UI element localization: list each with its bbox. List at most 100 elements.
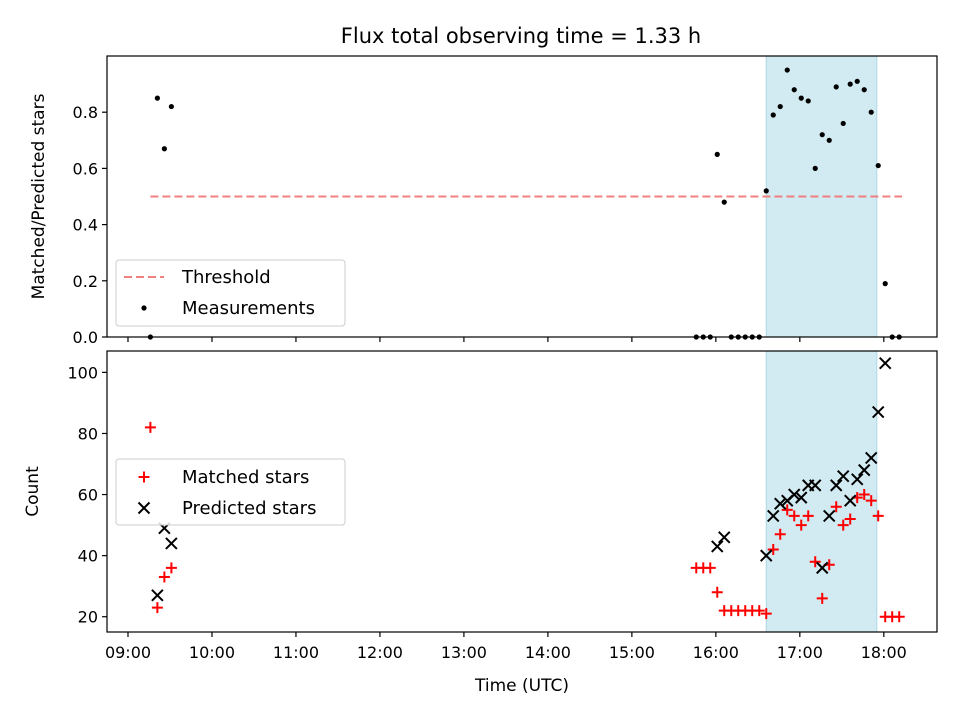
y-tick-label: 100	[67, 363, 98, 382]
predicted-point	[816, 561, 829, 575]
predicted-point	[774, 497, 787, 510]
y-tick-label: 0.4	[73, 216, 98, 235]
matched-point	[151, 602, 163, 614]
measurement-point	[721, 199, 727, 205]
matched-point	[704, 562, 716, 574]
top-legend: Threshold Measurements	[115, 259, 346, 327]
predicted-point	[718, 531, 731, 544]
measurement-point	[763, 188, 769, 194]
measurement-point	[826, 137, 832, 143]
predicted-point	[872, 405, 885, 419]
measurement-point	[168, 103, 174, 110]
x-tick-label: 09:00	[105, 643, 151, 662]
matched-point	[858, 489, 870, 501]
predicted-point	[151, 589, 164, 602]
matched-point	[872, 510, 884, 522]
x-tick-label: 17:00	[777, 643, 823, 662]
legend-plus-mark	[138, 471, 150, 483]
bottom-y-axis: 20 40 60 80 100	[67, 363, 107, 627]
predicted-point	[795, 491, 808, 504]
matched-point	[809, 556, 821, 568]
x-tick-label: 13:00	[441, 643, 487, 662]
measurement-point	[854, 78, 860, 84]
legend-x-mark	[137, 501, 151, 515]
measurement-point	[798, 95, 804, 101]
predicted-point	[165, 537, 178, 550]
predicted-point	[760, 549, 773, 562]
y-tick-label: 80	[78, 424, 98, 443]
measurement-point	[805, 98, 811, 104]
chart-title: Flux total observing time = 1.33 h	[341, 24, 701, 48]
y-tick-label: 0.0	[73, 328, 98, 347]
measurement-point	[812, 165, 818, 171]
predicted-point	[830, 479, 843, 492]
measurement-point	[847, 81, 853, 87]
legend-predicted-label: Predicted stars	[182, 498, 316, 519]
x-tick-label: 14:00	[525, 643, 571, 662]
matched-point	[158, 571, 170, 583]
matched-point	[802, 510, 814, 522]
x-tick-label: 11:00	[273, 643, 319, 662]
measurement-point	[791, 87, 797, 93]
matched-point	[711, 586, 723, 598]
matched-point	[830, 501, 842, 513]
matched-point	[760, 608, 772, 620]
bottom-y-axis-label: Count	[23, 466, 43, 517]
top-axes-frame	[106, 55, 938, 338]
x-tick-label: 16:00	[693, 643, 739, 662]
panel-count: 20 40 60 80 100 09:00 10:00 11:00 12:00 13:00 14:…	[23, 350, 938, 696]
measurement-point	[770, 112, 776, 118]
measurement-point	[868, 109, 874, 115]
y-tick-label: 0.6	[73, 159, 98, 178]
legend-matched-swatch	[138, 471, 150, 483]
matched-point	[767, 544, 779, 556]
matched-point	[774, 528, 786, 540]
top-y-axis-label: Matched/Predicted stars	[29, 93, 49, 299]
matched-point	[753, 605, 765, 617]
y-tick-label: 40	[78, 547, 98, 566]
x-tick-label: 10:00	[189, 643, 235, 662]
x-tick-label: 15:00	[609, 643, 655, 662]
measurement-point	[861, 87, 867, 93]
y-tick-label: 0.8	[73, 103, 98, 122]
bottom-axes-frame	[106, 350, 938, 633]
x-tick-label: 18:00	[861, 643, 907, 662]
measurement-point	[714, 151, 720, 157]
matched-point	[165, 562, 177, 574]
predicted-point	[858, 463, 871, 477]
matched-point	[844, 513, 856, 525]
measurement-point	[882, 281, 888, 287]
measurement-point	[833, 84, 839, 90]
x-axis-label: Time (UTC)	[474, 676, 569, 696]
matched-point	[144, 421, 156, 433]
top-x-axis	[127, 337, 885, 342]
x-tick-label: 12:00	[357, 643, 403, 662]
measurement-point	[777, 103, 783, 110]
predicted-point	[865, 451, 878, 465]
predicted-point	[837, 470, 850, 483]
measurement-point	[154, 95, 160, 101]
matched-stars-series	[144, 421, 905, 623]
top-legend-box	[115, 259, 346, 327]
measurement-point	[840, 120, 846, 127]
bottom-legend-box	[115, 458, 346, 526]
top-y-axis: 0.0 0.2 0.4 0.6 0.8	[73, 103, 107, 347]
predicted-stars-series	[151, 357, 892, 602]
legend-threshold-label: Threshold	[181, 267, 271, 288]
legend-measurements-label: Measurements	[182, 298, 315, 319]
bottom-legend: Matched stars Predicted stars	[115, 458, 346, 526]
measurement-point	[784, 67, 790, 73]
highlight-span-bottom	[765, 350, 878, 633]
measurement-point	[161, 146, 167, 152]
predicted-point	[844, 494, 857, 507]
matched-point	[788, 510, 800, 522]
bottom-x-axis: 09:00 10:00 11:00 12:00 13:00 14:00 15:00 16:00…	[105, 632, 907, 662]
matched-point	[816, 592, 828, 604]
predicted-point	[711, 540, 724, 553]
measurement-point	[875, 162, 881, 169]
matched-point	[837, 519, 849, 531]
panel-ratio: 0.00.20.40.60.8 Matched/Predicted stars …	[29, 55, 938, 347]
measurement-point	[819, 132, 825, 138]
matched-point	[893, 611, 905, 623]
